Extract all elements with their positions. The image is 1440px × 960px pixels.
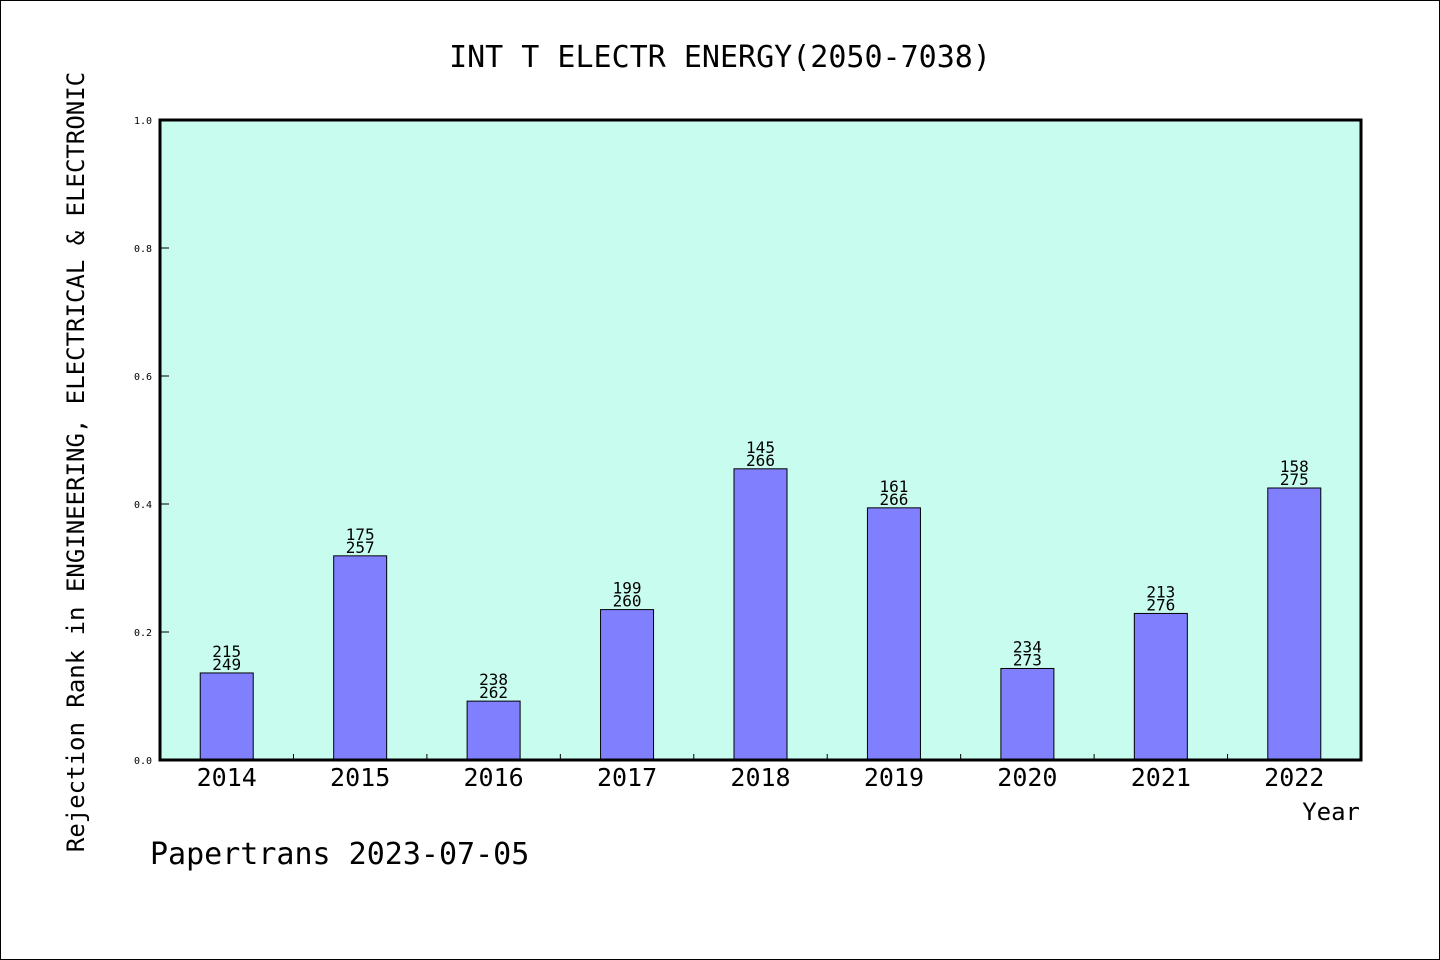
x-tick-label: 2019 bbox=[864, 763, 924, 792]
bar-rank-label: 145 bbox=[746, 438, 775, 457]
x-tick-label: 2018 bbox=[730, 763, 790, 792]
bar-rank-label: 175 bbox=[346, 525, 375, 544]
bar-2021 bbox=[1133, 612, 1188, 761]
bar-total-label: 262 bbox=[479, 683, 508, 702]
bar-total-label: 273 bbox=[1013, 650, 1042, 669]
bar-2020 bbox=[1000, 667, 1055, 761]
x-axis-ticks: 2014 2015 2016 2017 2018 2019 2020 2021 2022 bbox=[197, 754, 1324, 792]
bar-rank-label: 234 bbox=[1013, 637, 1042, 656]
x-tick-label: 2021 bbox=[1131, 763, 1191, 792]
bar-2018 bbox=[733, 468, 788, 761]
bar-2014 bbox=[199, 672, 254, 761]
data-labels: 2152491752572382621992601452661612662342… bbox=[212, 438, 1308, 702]
y-tick-label: 0.4 bbox=[134, 500, 152, 511]
x-tick-label: 2022 bbox=[1264, 763, 1324, 792]
x-tick-label: 2016 bbox=[464, 763, 524, 792]
bar-2015 bbox=[333, 555, 388, 761]
bar-total-label: 249 bbox=[212, 655, 241, 674]
plot-border bbox=[158, 118, 1363, 762]
bar-total-label: 260 bbox=[613, 592, 642, 611]
x-tick-label: 2015 bbox=[330, 763, 390, 792]
bar-rank-label: 238 bbox=[479, 670, 508, 689]
bar-total-label: 276 bbox=[1146, 595, 1175, 614]
bar-2017 bbox=[600, 609, 655, 761]
footer-credit: Papertrans 2023-07-05 bbox=[150, 837, 529, 872]
y-tick-label: 0.6 bbox=[134, 372, 152, 383]
x-tick-label: 2017 bbox=[597, 763, 657, 792]
x-tick-label: 2014 bbox=[197, 763, 257, 792]
bar-rank-label: 158 bbox=[1280, 457, 1309, 476]
chart-title: INT T ELECTR ENERGY(2050-7038) bbox=[449, 40, 991, 75]
bar-total-label: 257 bbox=[346, 538, 375, 557]
bar-total-label: 266 bbox=[746, 451, 775, 470]
y-tick-label: 0.0 bbox=[134, 756, 152, 767]
x-tick-label: 2020 bbox=[997, 763, 1057, 792]
x-axis-label: Year bbox=[1302, 798, 1360, 826]
y-tick-label: 0.2 bbox=[134, 628, 152, 639]
bar-total-label: 266 bbox=[879, 490, 908, 509]
bar-rank-label: 213 bbox=[1146, 582, 1175, 601]
y-axis-label: Rejection Rank in ENGINEERING, ELECTRICA… bbox=[62, 72, 90, 852]
bar-2019 bbox=[866, 507, 921, 761]
y-tick-label: 1.0 bbox=[134, 116, 152, 127]
bar-2022 bbox=[1267, 487, 1322, 761]
bars bbox=[199, 468, 1322, 761]
bar-rank-label: 215 bbox=[212, 642, 241, 661]
bar-rank-label: 199 bbox=[613, 579, 642, 598]
bar-2016 bbox=[466, 700, 521, 761]
bar-rank-label: 161 bbox=[879, 477, 908, 496]
bar-total-label: 275 bbox=[1280, 470, 1309, 489]
y-tick-label: 0.8 bbox=[134, 244, 152, 255]
